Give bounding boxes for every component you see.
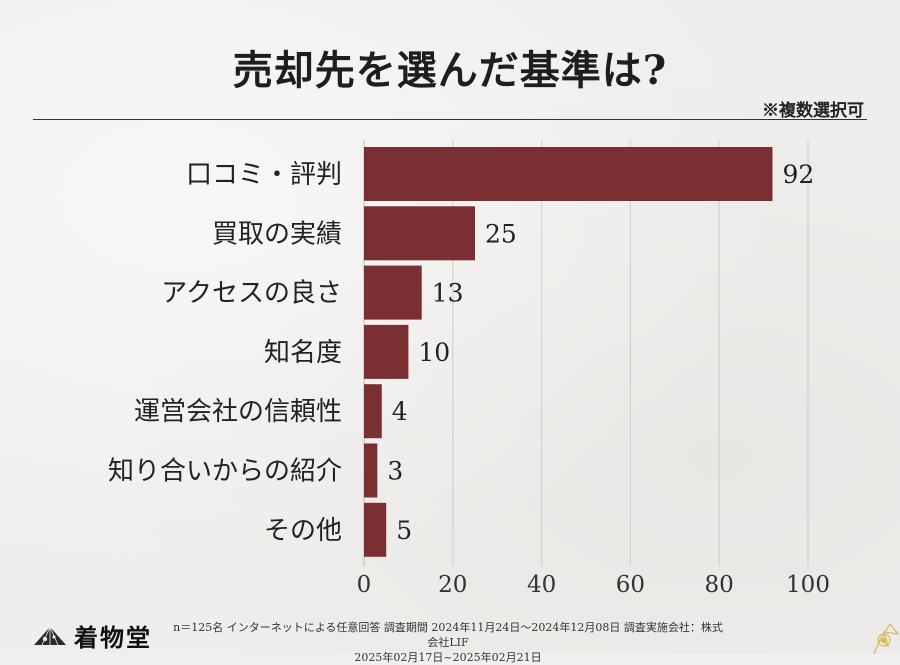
bar [364,265,422,320]
category-label: 買取の実績 [212,219,342,249]
category-label: 知り合いからの紹介 [108,457,342,487]
category-label: その他 [264,516,342,546]
value-label: 25 [485,219,517,248]
flower-ornament-icon [873,623,900,654]
x-tick-label: 0 [357,572,372,598]
title-divider [33,119,867,120]
bar [364,443,378,498]
value-label: 5 [396,516,412,545]
folding-fan-icon [34,626,66,645]
value-label: 13 [432,279,464,308]
survey-footnote: n＝125名 インターネットによる任意回答 調査期間 2024年11月24日～2… [168,620,728,665]
category-label: 運営会社の信頼性 [134,397,342,427]
x-tick-label: 20 [438,572,467,598]
bar [364,206,475,261]
value-label: 92 [782,160,814,189]
bar [364,324,409,379]
bar [364,502,387,557]
bar [364,384,382,439]
multiple-choice-note: ※複数選択可 [762,101,864,121]
x-tick-label: 40 [527,572,556,598]
bar [364,147,773,201]
x-tick-label: 100 [786,572,830,598]
x-tick-label: 60 [616,572,645,598]
brand-logo: 着物堂 [32,618,152,653]
value-label: 3 [387,457,403,486]
value-label: 10 [418,338,450,367]
value-label: 4 [392,397,408,426]
category-label: 知名度 [264,338,342,368]
survey-footnote-line1: n＝125名 インターネットによる任意回答 調査期間 2024年11月24日～2… [173,621,723,649]
brand-name: 着物堂 [74,623,152,652]
category-label: アクセスの良さ [161,279,342,309]
x-tick-label: 80 [705,572,734,598]
chart-title: 売却先を選んだ基準は? [232,47,668,94]
survey-footnote-line2: 2025年02月17日~2025年02月21日 [354,651,542,664]
category-label: 口コミ・評判 [186,160,342,190]
